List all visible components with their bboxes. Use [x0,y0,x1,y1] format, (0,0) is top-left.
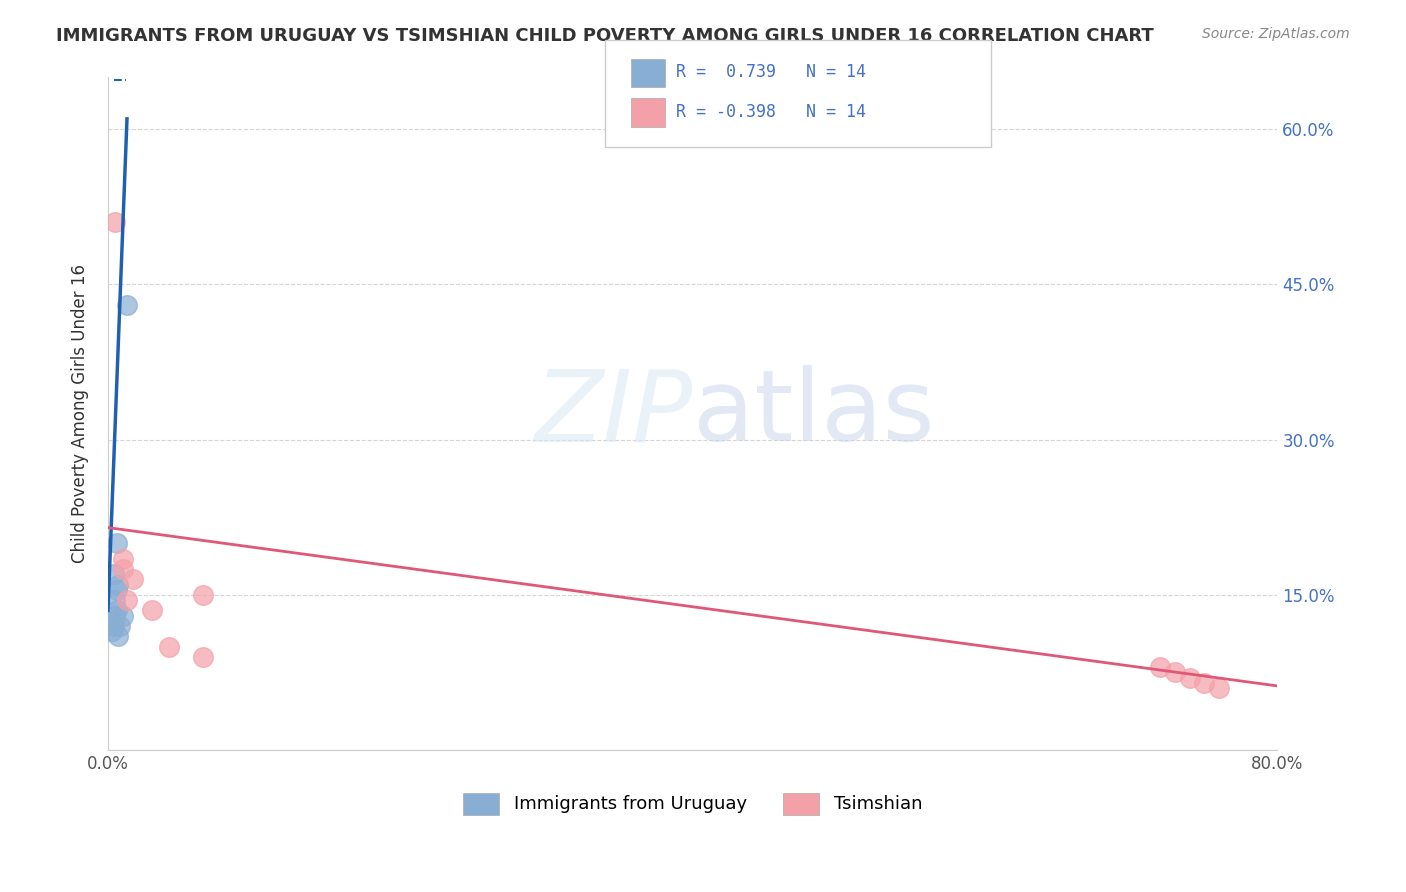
Point [157,640,180,654]
Y-axis label: Child Poverty Among Girls Under 16: Child Poverty Among Girls Under 16 [72,264,89,563]
Point [111,608,134,623]
Point [1208,681,1230,695]
Legend: Immigrants from Uruguay, Tsimshian: Immigrants from Uruguay, Tsimshian [456,785,929,822]
Point [107,577,129,591]
Point [141,603,163,617]
Text: Source: ZipAtlas.com: Source: ZipAtlas.com [1202,27,1350,41]
Text: R =  0.739   N = 14: R = 0.739 N = 14 [676,63,866,81]
Point [1164,665,1187,680]
Point [107,629,129,643]
Point [104,593,127,607]
Point [105,603,128,617]
Point [111,562,134,576]
Point [1194,675,1216,690]
Point [101,614,124,628]
Point [103,567,125,582]
Text: ZIP: ZIP [534,365,693,462]
Point [101,624,124,638]
Point [103,619,125,633]
Text: R = -0.398   N = 14: R = -0.398 N = 14 [676,103,866,121]
Point [104,608,127,623]
Text: atlas: atlas [693,365,935,462]
Point [108,619,131,633]
Point [191,649,214,664]
Point [105,582,128,597]
Point [1178,671,1201,685]
Text: IMMIGRANTS FROM URUGUAY VS TSIMSHIAN CHILD POVERTY AMONG GIRLS UNDER 16 CORRELAT: IMMIGRANTS FROM URUGUAY VS TSIMSHIAN CHI… [56,27,1154,45]
Point [115,298,138,312]
Point [111,551,134,566]
Point [105,536,128,550]
Point [104,215,127,229]
Point [121,572,143,586]
Point [191,588,214,602]
Point [115,593,138,607]
Point [1149,660,1171,674]
